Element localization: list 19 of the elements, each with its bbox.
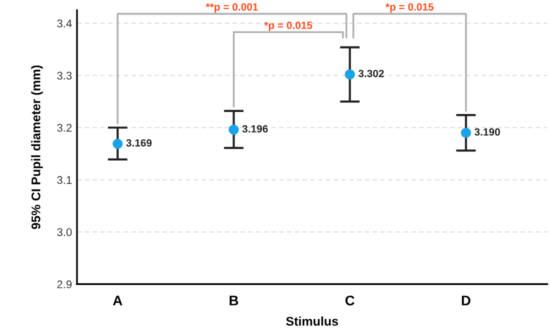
- y-tick-label: 3.1: [57, 176, 72, 184]
- y-tick-label: 3.3: [57, 72, 72, 80]
- x-tick-label: B: [230, 296, 238, 306]
- x-tick-label: A: [112, 296, 122, 306]
- annotation: *p = 0.015: [386, 3, 434, 13]
- annotation: *p = 0.015: [264, 22, 312, 32]
- y-tick-label: 3.2: [57, 124, 72, 132]
- data-label: 3.169: [126, 139, 152, 147]
- x-axis-title: Stimulus: [286, 316, 338, 326]
- x-tick-label: C: [345, 296, 354, 306]
- data-label: 3.190: [474, 128, 500, 136]
- y-tick-label: 3.4: [57, 20, 72, 28]
- annotation: **p = 0.001: [206, 3, 258, 13]
- data-label: 3.196: [242, 125, 268, 133]
- x-tick-label: D: [462, 296, 470, 306]
- y-axis-title: 95% CI Pupil diameter (mm): [31, 65, 43, 230]
- y-tick-label: 3.0: [57, 228, 72, 236]
- data-label: 3.302: [358, 70, 384, 78]
- y-tick-label: 2.9: [57, 280, 72, 288]
